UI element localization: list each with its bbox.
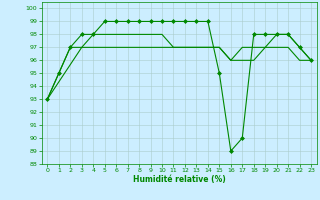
- X-axis label: Humidité relative (%): Humidité relative (%): [133, 175, 226, 184]
